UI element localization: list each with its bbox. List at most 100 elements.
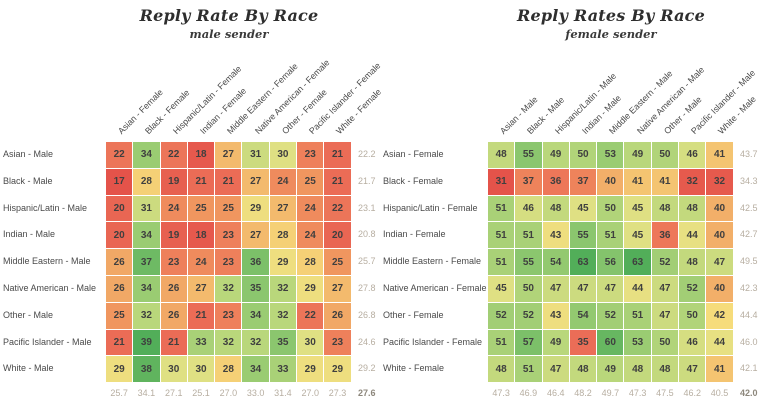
heatmap-cell[interactable]: 50 bbox=[597, 195, 624, 222]
heatmap-cell[interactable]: 25 bbox=[297, 168, 324, 195]
heatmap-cell[interactable]: 18 bbox=[187, 222, 215, 249]
heatmap-cell[interactable]: 31 bbox=[242, 142, 269, 168]
heatmap-cell[interactable]: 32 bbox=[133, 302, 160, 329]
heatmap-cell[interactable]: 26 bbox=[324, 302, 351, 329]
heatmap-cell[interactable]: 29 bbox=[297, 275, 324, 302]
heatmap-cell[interactable]: 24 bbox=[297, 222, 324, 249]
heatmap-cell[interactable]: 21 bbox=[215, 168, 242, 195]
heatmap-cell[interactable]: 48 bbox=[624, 356, 651, 383]
heatmap-cell[interactable]: 41 bbox=[706, 142, 733, 168]
heatmap-cell[interactable]: 27 bbox=[242, 168, 269, 195]
heatmap-cell[interactable]: 32 bbox=[269, 302, 297, 329]
heatmap-cell[interactable]: 48 bbox=[488, 356, 515, 383]
heatmap-cell[interactable]: 33 bbox=[269, 356, 297, 383]
heatmap-cell[interactable]: 50 bbox=[515, 275, 542, 302]
heatmap-cell[interactable]: 51 bbox=[488, 222, 515, 249]
heatmap-cell[interactable]: 45 bbox=[624, 222, 651, 249]
heatmap-cell[interactable]: 26 bbox=[160, 302, 187, 329]
heatmap-cell[interactable]: 44 bbox=[624, 275, 651, 302]
heatmap-cell[interactable]: 22 bbox=[324, 195, 351, 222]
heatmap-cell[interactable]: 27 bbox=[324, 275, 351, 302]
heatmap-cell[interactable]: 20 bbox=[324, 222, 351, 249]
heatmap-cell[interactable]: 48 bbox=[651, 356, 679, 383]
heatmap-cell[interactable]: 37 bbox=[133, 249, 160, 275]
heatmap-cell[interactable]: 32 bbox=[269, 275, 297, 302]
heatmap-cell[interactable]: 53 bbox=[624, 329, 651, 356]
heatmap-cell[interactable]: 57 bbox=[515, 329, 542, 356]
heatmap-cell[interactable]: 18 bbox=[187, 142, 215, 168]
heatmap-cell[interactable]: 63 bbox=[569, 249, 597, 275]
heatmap-cell[interactable]: 44 bbox=[706, 329, 733, 356]
heatmap-cell[interactable]: 55 bbox=[515, 142, 542, 168]
heatmap-cell[interactable]: 23 bbox=[215, 249, 242, 275]
heatmap-cell[interactable]: 52 bbox=[597, 302, 624, 329]
heatmap-cell[interactable]: 45 bbox=[488, 275, 515, 302]
heatmap-cell[interactable]: 34 bbox=[133, 275, 160, 302]
heatmap-cell[interactable]: 24 bbox=[160, 195, 187, 222]
heatmap-cell[interactable]: 41 bbox=[706, 356, 733, 383]
heatmap-cell[interactable]: 19 bbox=[160, 222, 187, 249]
heatmap-cell[interactable]: 39 bbox=[133, 329, 160, 356]
heatmap-cell[interactable]: 34 bbox=[133, 142, 160, 168]
heatmap-cell[interactable]: 23 bbox=[160, 249, 187, 275]
heatmap-cell[interactable]: 26 bbox=[106, 249, 133, 275]
heatmap-cell[interactable]: 63 bbox=[624, 249, 651, 275]
heatmap-cell[interactable]: 26 bbox=[160, 275, 187, 302]
heatmap-cell[interactable]: 34 bbox=[242, 356, 269, 383]
heatmap-cell[interactable]: 46 bbox=[515, 195, 542, 222]
heatmap-cell[interactable]: 41 bbox=[624, 168, 651, 195]
heatmap-cell[interactable]: 47 bbox=[651, 302, 679, 329]
heatmap-cell[interactable]: 30 bbox=[187, 356, 215, 383]
heatmap-cell[interactable]: 50 bbox=[651, 329, 679, 356]
heatmap-cell[interactable]: 22 bbox=[106, 142, 133, 168]
heatmap-cell[interactable]: 55 bbox=[515, 249, 542, 275]
heatmap-cell[interactable]: 47 bbox=[706, 249, 733, 275]
heatmap-cell[interactable]: 42 bbox=[706, 302, 733, 329]
heatmap-cell[interactable]: 45 bbox=[569, 195, 597, 222]
heatmap-cell[interactable]: 29 bbox=[269, 249, 297, 275]
heatmap-cell[interactable]: 44 bbox=[679, 222, 706, 249]
heatmap-cell[interactable]: 28 bbox=[297, 249, 324, 275]
heatmap-cell[interactable]: 60 bbox=[597, 329, 624, 356]
heatmap-cell[interactable]: 54 bbox=[569, 302, 597, 329]
heatmap-cell[interactable]: 47 bbox=[679, 356, 706, 383]
heatmap-cell[interactable]: 27 bbox=[242, 222, 269, 249]
heatmap-cell[interactable]: 29 bbox=[324, 356, 351, 383]
heatmap-cell[interactable]: 52 bbox=[488, 302, 515, 329]
heatmap-cell[interactable]: 32 bbox=[242, 329, 269, 356]
heatmap-cell[interactable]: 29 bbox=[297, 356, 324, 383]
heatmap-cell[interactable]: 25 bbox=[187, 195, 215, 222]
heatmap-cell[interactable]: 21 bbox=[324, 168, 351, 195]
heatmap-cell[interactable]: 50 bbox=[651, 142, 679, 168]
heatmap-cell[interactable]: 48 bbox=[679, 249, 706, 275]
heatmap-cell[interactable]: 30 bbox=[160, 356, 187, 383]
heatmap-cell[interactable]: 48 bbox=[569, 356, 597, 383]
heatmap-cell[interactable]: 41 bbox=[651, 168, 679, 195]
heatmap-cell[interactable]: 52 bbox=[515, 302, 542, 329]
heatmap-cell[interactable]: 25 bbox=[106, 302, 133, 329]
heatmap-cell[interactable]: 25 bbox=[324, 249, 351, 275]
heatmap-cell[interactable]: 48 bbox=[651, 195, 679, 222]
heatmap-cell[interactable]: 51 bbox=[624, 302, 651, 329]
heatmap-cell[interactable]: 23 bbox=[215, 222, 242, 249]
heatmap-cell[interactable]: 47 bbox=[597, 275, 624, 302]
heatmap-cell[interactable]: 31 bbox=[488, 168, 515, 195]
heatmap-cell[interactable]: 51 bbox=[515, 222, 542, 249]
heatmap-cell[interactable]: 35 bbox=[242, 275, 269, 302]
heatmap-cell[interactable]: 29 bbox=[106, 356, 133, 383]
heatmap-cell[interactable]: 40 bbox=[706, 222, 733, 249]
heatmap-cell[interactable]: 55 bbox=[569, 222, 597, 249]
heatmap-cell[interactable]: 49 bbox=[542, 329, 569, 356]
heatmap-cell[interactable]: 35 bbox=[569, 329, 597, 356]
heatmap-cell[interactable]: 43 bbox=[542, 222, 569, 249]
heatmap-cell[interactable]: 22 bbox=[160, 142, 187, 168]
heatmap-cell[interactable]: 28 bbox=[215, 356, 242, 383]
heatmap-cell[interactable]: 37 bbox=[515, 168, 542, 195]
heatmap-cell[interactable]: 46 bbox=[679, 142, 706, 168]
heatmap-cell[interactable]: 51 bbox=[515, 356, 542, 383]
heatmap-cell[interactable]: 51 bbox=[597, 222, 624, 249]
heatmap-cell[interactable]: 46 bbox=[679, 329, 706, 356]
heatmap-cell[interactable]: 17 bbox=[106, 168, 133, 195]
heatmap-cell[interactable]: 37 bbox=[569, 168, 597, 195]
heatmap-cell[interactable]: 33 bbox=[187, 329, 215, 356]
